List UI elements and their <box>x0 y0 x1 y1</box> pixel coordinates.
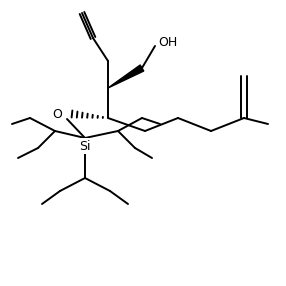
Text: OH: OH <box>158 37 177 49</box>
Polygon shape <box>108 65 144 88</box>
Text: O: O <box>52 108 62 120</box>
Text: Si: Si <box>79 140 91 152</box>
